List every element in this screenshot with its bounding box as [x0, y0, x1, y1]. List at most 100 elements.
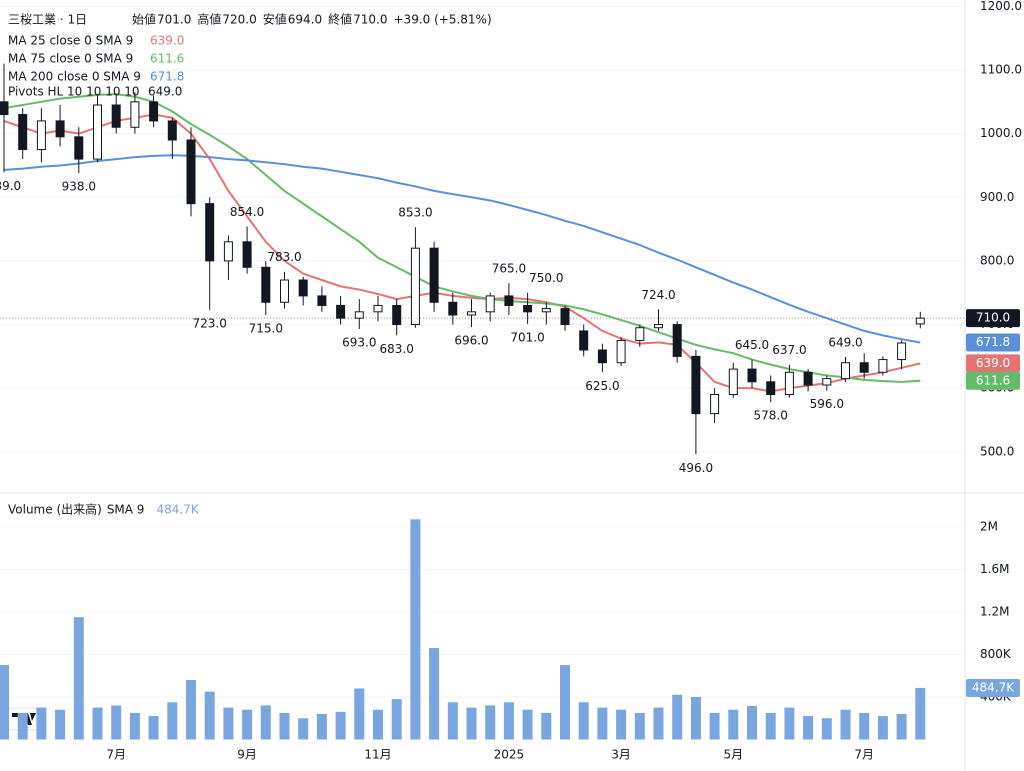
- volume-bar: [503, 702, 514, 740]
- y-tick-label: 800K: [980, 647, 1012, 661]
- volume-bar: [803, 716, 814, 740]
- candle-body: [803, 371, 813, 386]
- volume-bar: [129, 712, 140, 740]
- header-value: 720.0: [222, 13, 256, 27]
- candle-body: [841, 362, 850, 380]
- volume-bar: [597, 707, 608, 740]
- candle-body: [18, 114, 28, 151]
- x-tick-label: 5月: [723, 748, 743, 762]
- candle-body: [36, 120, 46, 151]
- candle-body: [635, 327, 645, 341]
- pivot-label: 853.0: [398, 206, 432, 220]
- candle-body: [392, 304, 402, 326]
- volume-bar: [55, 709, 66, 740]
- volume-bar: [672, 694, 683, 740]
- candle-body: [223, 241, 233, 262]
- chart-title: 三桜工業 · 1日: [8, 13, 87, 27]
- legend-name: MA 200 close 0 SMA 9: [8, 70, 141, 84]
- volume-bar: [316, 713, 327, 740]
- candle-body: [205, 203, 215, 262]
- candle-body: [710, 394, 720, 415]
- x-tick-label: 2025: [494, 748, 525, 762]
- x-tick-label: 3月: [611, 748, 631, 762]
- volume-bar: [36, 707, 47, 740]
- pivot-label: 496.0: [679, 461, 713, 475]
- volume-bar: [840, 709, 851, 740]
- pivot-label: 723.0: [193, 316, 227, 330]
- candle-body: [560, 308, 570, 326]
- candle-body: [691, 355, 701, 415]
- candle-body: [55, 120, 65, 138]
- ma-tag-text: 611.6: [976, 373, 1010, 387]
- x-tick-label: 7月: [854, 748, 874, 762]
- candle-body: [298, 279, 308, 297]
- y-tick-label: 1000.0: [980, 126, 1022, 140]
- candle-body: [242, 241, 252, 268]
- volume-bar: [167, 702, 178, 740]
- volume-bar: [223, 707, 234, 740]
- volume-bar: [186, 679, 196, 740]
- candle-body: [485, 295, 495, 313]
- ma-line: [3, 154, 921, 344]
- volume-bar: [877, 716, 888, 740]
- volume-bar: [522, 709, 533, 740]
- volume-bar: [73, 617, 84, 740]
- y-tick-label: 1.6M: [980, 562, 1009, 576]
- x-tick-label: 7月: [106, 748, 126, 762]
- candle-body: [317, 295, 327, 306]
- candle-body: [784, 371, 794, 396]
- volume-bar: [447, 702, 458, 740]
- candle-body: [467, 311, 476, 316]
- header-name: 始値: [132, 12, 156, 27]
- pivot-label: 696.0: [454, 334, 488, 348]
- pivot-label: 637.0: [772, 343, 806, 357]
- candle-body: [878, 359, 888, 373]
- candle-body: [130, 101, 140, 128]
- volume-bar: [653, 707, 664, 740]
- volume-bar: [466, 707, 477, 740]
- candle-body: [822, 378, 832, 386]
- ma-tag-text: 639.0: [976, 356, 1010, 370]
- legend-name: MA 25 close 0 SMA 9: [8, 34, 133, 48]
- volume-bar: [17, 712, 28, 740]
- y-tick-label: 800.0: [980, 253, 1014, 267]
- volume-bar: [429, 648, 440, 740]
- legend-name: MA 75 close 0 SMA 9: [8, 52, 133, 66]
- pivot-label: 750.0: [529, 271, 563, 285]
- legend-value: 649.0: [148, 85, 182, 99]
- legend-value: 639.0: [150, 34, 184, 48]
- candle-body: [897, 342, 907, 361]
- candle-body: [167, 120, 177, 141]
- candle-body: [672, 324, 682, 357]
- pivot-label: 938.0: [62, 180, 96, 194]
- candle-body: [0, 101, 9, 116]
- x-tick-label: 9月: [237, 748, 257, 762]
- y-tick-label: 1100.0: [980, 63, 1022, 77]
- volume-bar: [279, 712, 290, 740]
- volume-bar: [541, 712, 552, 740]
- legend-name: Pivots HL 10 10 10 10: [8, 85, 140, 99]
- pivot-label: 596.0: [810, 397, 844, 411]
- volume-bar: [391, 699, 402, 740]
- candle-body: [74, 136, 84, 160]
- ma-tag: [966, 354, 1020, 373]
- candle-body: [523, 304, 533, 313]
- pivot-label: 765.0: [492, 262, 526, 276]
- pivot-label: 578.0: [754, 409, 788, 423]
- header-name: 終値: [328, 12, 352, 27]
- candle-body: [747, 368, 757, 383]
- volume-bar: [578, 702, 589, 740]
- y-tick-label: 1.2M: [980, 604, 1009, 618]
- volume-title: Volume (出来高): [8, 502, 102, 517]
- candle-body: [261, 266, 271, 303]
- pivot-label: 625.0: [585, 379, 619, 393]
- candle-body: [504, 295, 514, 306]
- volume-bar: [410, 519, 421, 740]
- candle-body: [354, 311, 364, 319]
- volume-bar: [616, 709, 627, 740]
- candle-body: [149, 101, 159, 122]
- pivot-label: 693.0: [342, 336, 376, 350]
- volume-bar: [485, 705, 496, 740]
- candle-body: [336, 304, 346, 319]
- candle-body: [654, 324, 663, 329]
